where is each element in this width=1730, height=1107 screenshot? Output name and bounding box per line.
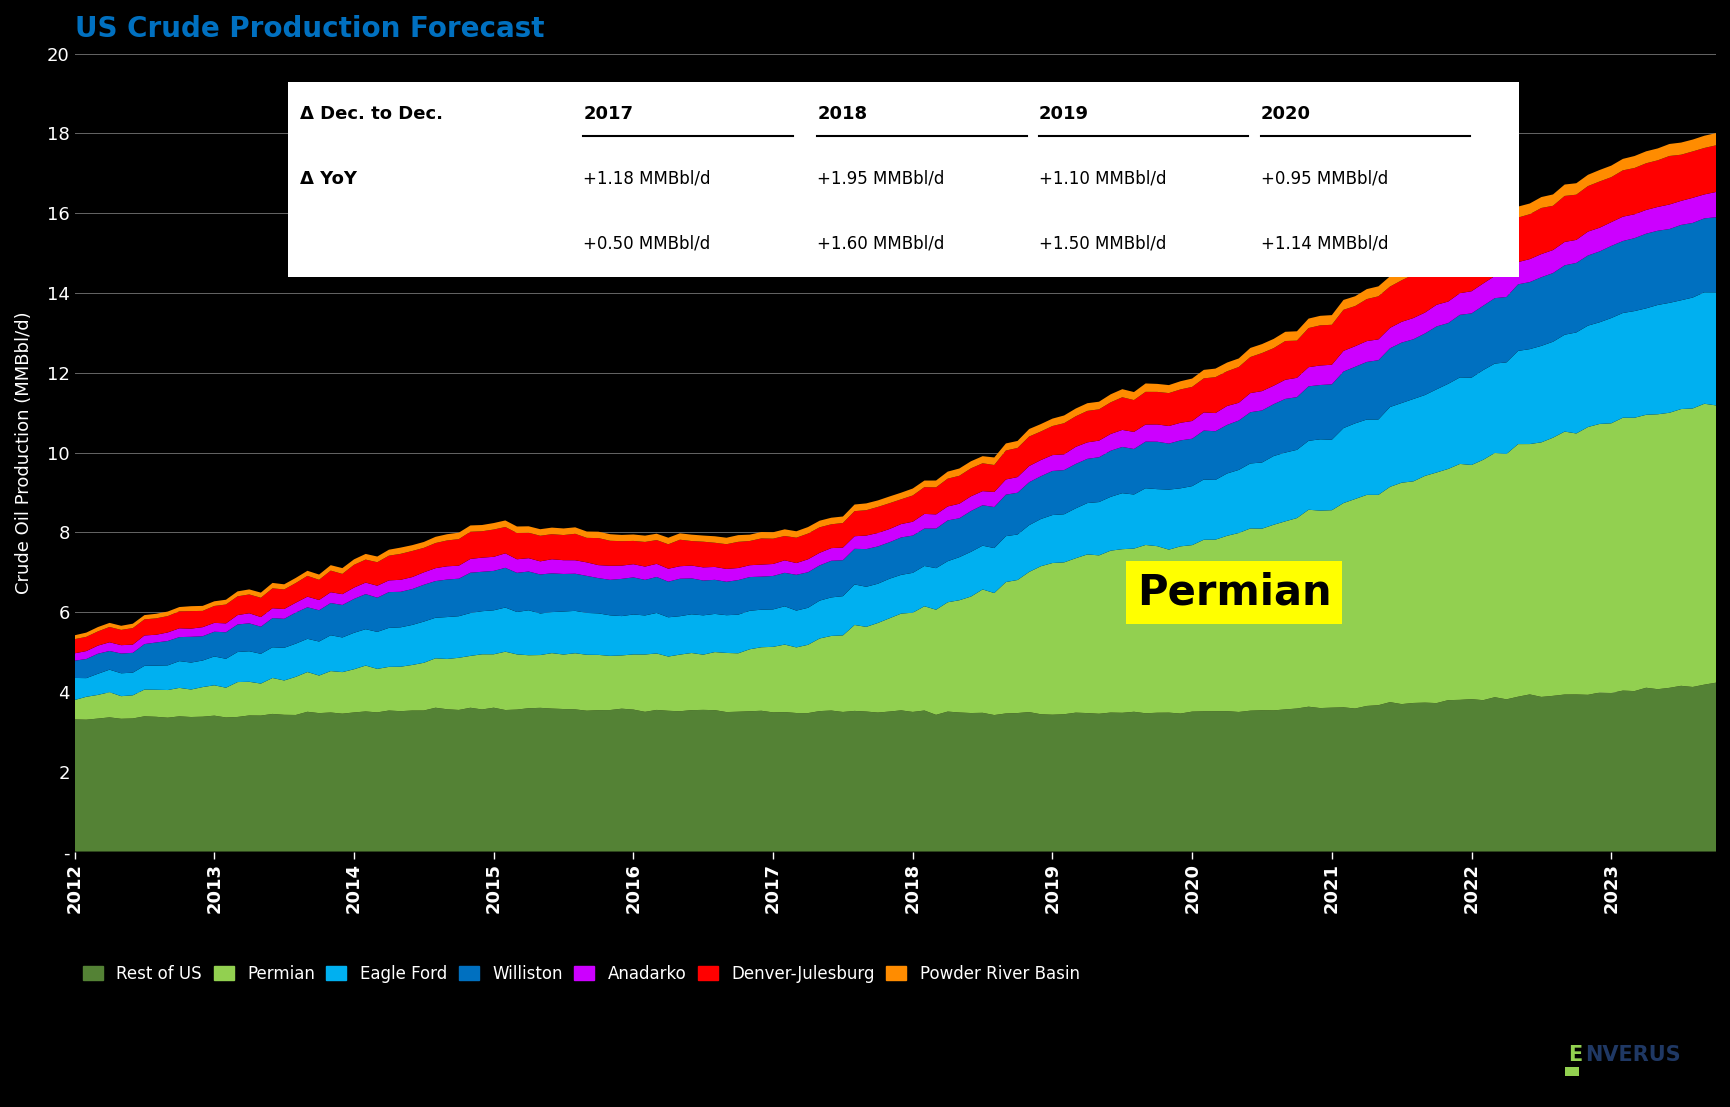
Text: NVERUS: NVERUS xyxy=(1585,1045,1680,1065)
Text: Permian: Permian xyxy=(1137,571,1330,613)
Text: US Crude Production Forecast: US Crude Production Forecast xyxy=(74,15,543,43)
Legend: Rest of US, Permian, Eagle Ford, Williston, Anadarko, Denver-Julesburg, Powder R: Rest of US, Permian, Eagle Ford, Willist… xyxy=(83,965,1080,983)
Y-axis label: Crude Oil Production (MMBbl/d): Crude Oil Production (MMBbl/d) xyxy=(16,311,33,594)
Text: E: E xyxy=(1567,1045,1581,1065)
